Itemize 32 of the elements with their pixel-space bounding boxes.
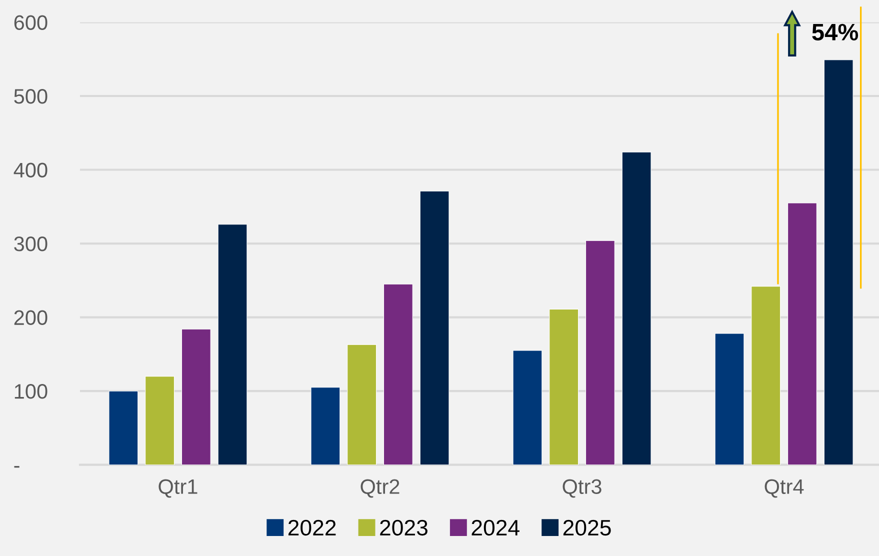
legend-label: 2025 — [563, 520, 611, 536]
bar — [788, 202, 817, 465]
bar — [145, 376, 175, 465]
bar — [512, 350, 542, 465]
bar — [181, 328, 211, 465]
y-tick-label: 300 — [14, 236, 48, 252]
bar — [714, 333, 744, 465]
y-tick-label: - — [14, 466, 20, 468]
x-tick-label: Qtr2 — [360, 479, 400, 498]
y-tick-label: 200 — [14, 310, 48, 326]
bar — [824, 60, 854, 465]
y-tick-label: 500 — [14, 89, 48, 104]
y-tick-label: 100 — [14, 384, 48, 399]
x-tick-label: Qtr3 — [562, 479, 602, 498]
legend-label: 2023 — [380, 520, 428, 536]
y-tick-label: 600 — [14, 15, 48, 30]
bar — [751, 286, 781, 465]
bar — [347, 344, 377, 465]
legend-label: 2022 — [288, 520, 336, 536]
y-tick-label: 400 — [14, 162, 48, 178]
bar — [108, 390, 138, 465]
bar — [549, 308, 579, 465]
bar — [420, 190, 450, 465]
bar — [218, 224, 248, 465]
x-tick-label: Qtr1 — [158, 479, 198, 498]
bar — [383, 284, 413, 465]
bar — [622, 152, 652, 465]
x-tick-label: Qtr4 — [764, 479, 804, 498]
annotation: 54% — [812, 24, 858, 41]
bar — [310, 387, 340, 465]
legend-label: 2024 — [472, 520, 520, 536]
bar — [585, 240, 615, 465]
